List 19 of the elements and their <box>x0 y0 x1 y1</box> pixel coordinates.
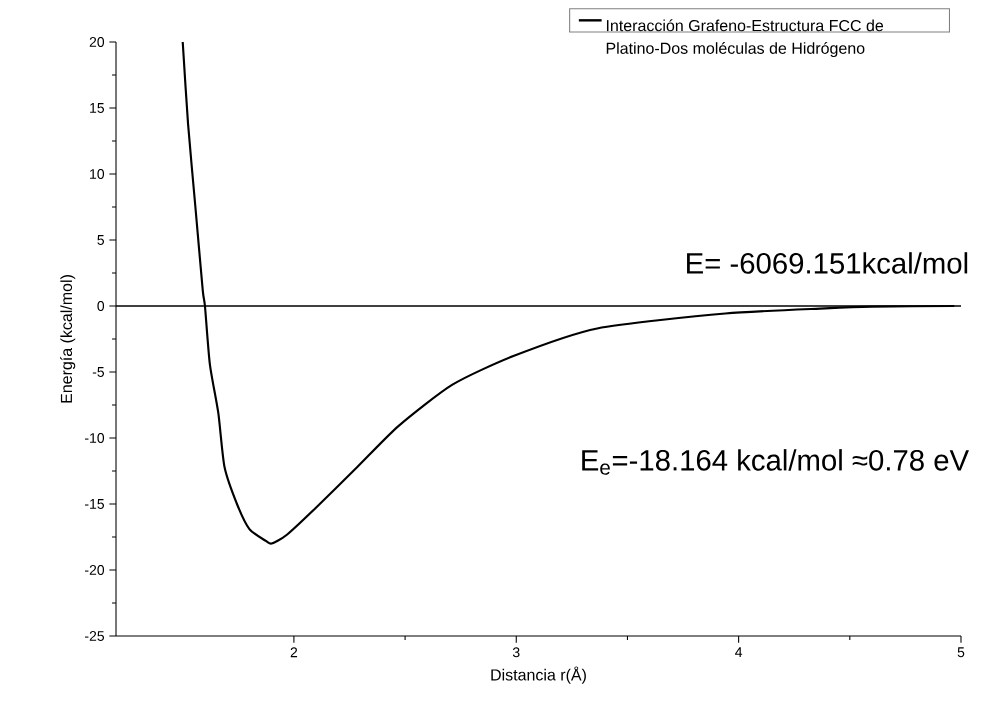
y-tick-label: 10 <box>90 169 105 179</box>
x-tick-label: 4 <box>735 647 743 657</box>
annotation: E$_{e}$=-18.164 kcal/mol ≈0.78 eV <box>582 449 969 475</box>
annotation: E= -6069.151kcal/mol <box>687 252 968 274</box>
x-tick-label: 3 <box>512 647 520 658</box>
y-tick-label: -10 <box>85 433 105 443</box>
legend-label: Interacción Grafeno-Estructura FCC de Platino-Dos moléculas de Hidrógeno <box>606 19 884 58</box>
y-axis-title: Energía (kcal/mol) <box>60 275 76 403</box>
y-tick-label: 5 <box>97 235 105 245</box>
x-tick-label: 5 <box>957 647 965 658</box>
y-tick-label: 0 <box>97 301 105 311</box>
y-tick-label: 20 <box>89 37 105 47</box>
y-tick-label: -20 <box>85 565 105 575</box>
y-tick-label: 15 <box>90 103 105 113</box>
x-axis-title: Distancia r(Å) <box>491 666 586 684</box>
y-tick-label: -15 <box>85 499 105 509</box>
x-tick-label: 2 <box>290 647 298 658</box>
y-tick-label: -25 <box>85 631 105 641</box>
y-tick-label: -5 <box>92 367 105 377</box>
